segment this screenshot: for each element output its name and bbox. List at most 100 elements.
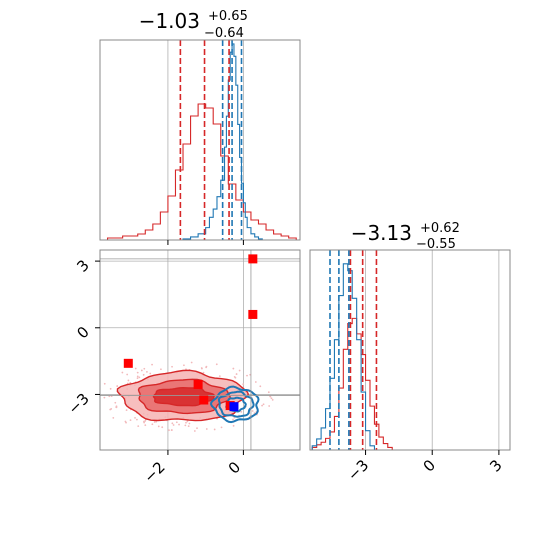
sample-point [114,401,117,404]
sample-point [267,391,270,394]
sample-point [109,387,112,390]
sample-point [185,421,187,424]
sample-point [232,424,235,427]
sample-point [143,367,146,370]
grid [365,250,500,450]
sample-point [190,361,193,364]
sample-point [115,405,118,408]
contours [116,369,260,424]
sample-point [259,385,262,388]
sample-point [134,367,137,370]
sample-point [143,421,145,424]
marker-square [248,309,258,319]
sample-point [193,430,196,432]
sample-point [234,376,237,379]
histogram-step-blue [311,263,375,450]
sample-point [138,376,141,379]
sample-point [196,427,198,430]
scatter-panel-bottom-left: −2 0 3 0 −3 [64,249,301,486]
sample-point [218,375,221,377]
sample-point [121,371,124,374]
sample-point [271,398,274,401]
panel-title-median: −1.03 [139,9,200,33]
sample-point [136,418,138,421]
marker-square [229,402,239,412]
x-tick-label: 0 [225,458,244,477]
sample-point [103,382,106,385]
panel-title-minus: −0.55 [416,237,456,252]
x-tick-label: 0 [420,456,439,475]
sample-point [136,375,139,378]
sample-point [124,420,127,423]
sample-point [151,423,154,426]
sample-point [232,418,234,421]
sample-point [103,396,106,399]
histogram-panel-bottom-right: −3 0 3 −3.13 +0.62 −0.55 [309,221,511,484]
tick-marks: −3 0 3 [344,450,506,484]
histogram-step-red [311,317,393,450]
histogram-step-red [100,103,300,240]
sample-point [186,420,189,423]
sample-point [151,363,153,366]
sample-point [261,404,264,407]
marker-square [199,395,209,405]
sample-point [149,372,152,375]
sample-point [112,417,115,419]
tick-marks [167,240,244,245]
sample-point [178,423,180,426]
sample-point [242,383,245,386]
sample-point [127,379,130,382]
sample-point [268,405,271,407]
sample-point [153,421,156,423]
marker-square [193,379,203,389]
panel-title-minus: −0.64 [204,26,244,41]
panel-title-plus: +0.62 [420,221,460,236]
sample-point [168,429,170,432]
sample-point [170,429,173,432]
sample-point [184,424,187,427]
sample-point [188,422,191,425]
sample-point [200,367,203,369]
sample-point [125,409,128,412]
y-tick-label: 0 [73,323,92,342]
sample-point [205,366,208,369]
contour-blue [210,385,260,424]
sample-point [238,369,241,372]
sample-point [146,370,148,373]
marker-square [123,358,133,368]
y-tick-label: −3 [64,390,92,418]
sample-point [160,368,162,371]
quantile-lines [329,250,378,450]
sample-point [235,373,238,375]
sample-point [136,377,139,380]
sample-point [205,428,208,430]
panel-title-median: −3.13 [351,221,412,245]
contour-blue [217,390,255,418]
sample-point [126,373,129,376]
sample-point [175,421,178,424]
sample-point [232,367,235,370]
sample-point [262,403,265,406]
sample-point [213,428,216,431]
sample-point [185,368,187,371]
sample-point [246,374,248,377]
sample-point [187,425,190,428]
sample-point [251,410,254,412]
tick-marks: −2 0 3 0 −3 [64,256,244,486]
sample-point [129,381,132,384]
histogram-step-blue [182,43,263,240]
sample-point [171,422,174,425]
axes-frame [99,249,301,451]
axes-frame [99,39,301,241]
histogram-series [311,263,393,450]
panel-title-plus: +0.65 [208,9,248,24]
y-tick-label: 3 [73,256,92,275]
sample-point [142,373,145,376]
sample-point [202,371,205,374]
sample-point [144,424,147,427]
sample-point [240,411,243,413]
x-tick-label: −3 [344,456,372,484]
sample-point [270,397,273,400]
sample-point [220,426,223,429]
